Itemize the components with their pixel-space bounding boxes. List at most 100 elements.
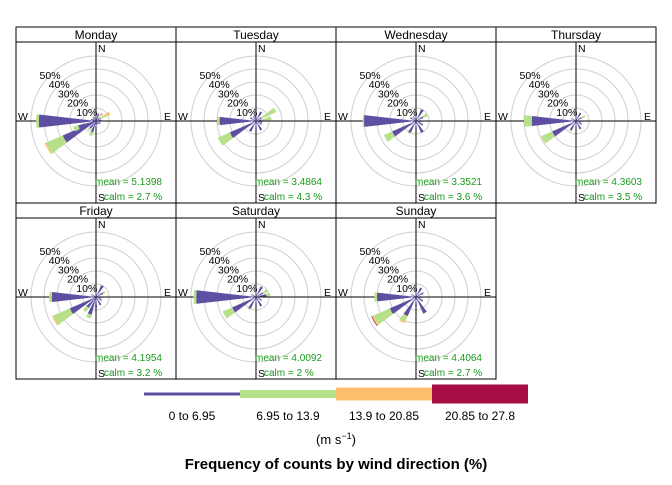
cardinal-west-label: W (18, 287, 28, 299)
cardinal-west-label: W (338, 111, 348, 123)
rose-wedge (89, 121, 96, 129)
rose-wedge (100, 114, 107, 119)
radial-tick-label: 20% (387, 274, 408, 286)
rose-wedge (575, 121, 577, 128)
radial-tick-label: 30% (378, 88, 399, 100)
rose-wedge (256, 121, 262, 125)
calm-annotation: calm = 3.2 % (104, 368, 162, 379)
rose-wedge (410, 117, 416, 121)
rose-wedge (53, 308, 74, 325)
rose-wedge (576, 121, 582, 123)
rose-wedge (414, 297, 418, 307)
panel-title: Tuesday (233, 28, 279, 42)
cardinal-east-label: E (484, 111, 491, 123)
radial-tick-label: 10% (236, 107, 257, 119)
rose-wedge (232, 297, 256, 313)
mean-annotation: mean = 4.1954 (95, 353, 162, 364)
rose-wedge (94, 117, 96, 121)
rose-wedge (383, 131, 396, 142)
panel-title: Thursday (551, 28, 601, 42)
rose-wedge (256, 297, 263, 307)
rose-wedge (94, 297, 98, 308)
calm-annotation: calm = 4.3 % (264, 192, 322, 203)
cardinal-south-label: S (418, 192, 425, 204)
rose-wedge (364, 115, 416, 127)
rose-wedge (256, 119, 262, 121)
rose-wedge (95, 121, 97, 128)
rose-wedge (45, 135, 67, 154)
rose-wedge (256, 121, 263, 131)
radial-tick-label: 40% (369, 79, 390, 91)
legend-unit-text: (m s (316, 432, 342, 447)
mean-annotation: mean = 4.4064 (415, 353, 482, 364)
rose-wedge (36, 114, 40, 128)
panel-title: Friday (79, 204, 112, 218)
calm-annotation: calm = 2 % (264, 368, 314, 379)
rose-wedge (416, 297, 424, 302)
radial-tick-label: 40% (209, 255, 230, 267)
rose-wedge (217, 132, 234, 146)
rose-wedge (415, 113, 417, 121)
rose-wedge (256, 111, 263, 121)
rose-wedge (256, 292, 264, 297)
panel-title: Wednesday (384, 28, 447, 42)
rose-wedge (256, 294, 267, 297)
rose-wedge (90, 118, 96, 121)
rose-wedge (524, 115, 533, 127)
calm-annotation: calm = 3.6 % (424, 192, 482, 203)
cardinal-south-label: S (578, 192, 585, 204)
rose-wedge (541, 136, 546, 144)
mean-annotation: mean = 3.3521 (415, 177, 482, 188)
rose-wedge (91, 293, 96, 297)
rose-wedge (96, 297, 102, 299)
rose-wedge (69, 297, 96, 315)
cardinal-south-label: S (418, 368, 425, 380)
cardinal-north-label: N (418, 43, 426, 55)
rose-wedge (416, 109, 424, 121)
radial-tick-label: 50% (360, 246, 381, 258)
rose-wedge (51, 315, 59, 326)
rose-wedge (408, 121, 416, 133)
radial-tick-label: 20% (67, 98, 88, 110)
mean-annotation: mean = 4.0092 (255, 353, 322, 364)
radial-tick-label: 50% (40, 246, 61, 258)
rose-wedge (416, 287, 423, 297)
rose-wedge (569, 121, 576, 131)
rose-wedge (51, 291, 96, 303)
rose-wedge (415, 290, 417, 297)
cardinal-west-label: W (178, 287, 188, 299)
rose-wedge (95, 290, 97, 297)
rose-wedge (541, 131, 556, 144)
rose-wedge (416, 116, 424, 121)
cardinal-east-label: E (164, 111, 171, 123)
radial-tick-label: 40% (529, 79, 550, 91)
rose-wedge (92, 118, 96, 121)
radial-tick-label: 20% (387, 98, 408, 110)
rose-wedge (96, 121, 99, 125)
rose-wedge (229, 121, 256, 139)
rose-wedge (96, 113, 100, 121)
rose-wedge (260, 116, 272, 121)
rose-wedge (96, 121, 100, 123)
rose-wedge (256, 117, 262, 121)
rose-wedge (49, 291, 53, 303)
calm-annotation: calm = 3.5 % (584, 192, 642, 203)
rose-wedge (416, 297, 422, 299)
radial-tick-label: 10% (76, 283, 97, 295)
rose-wedge (73, 125, 80, 132)
rose-wedge (416, 292, 424, 297)
legend-unit-superscript: −1 (341, 431, 351, 441)
cardinal-south-label: S (258, 368, 265, 380)
legend-swatch (240, 390, 336, 398)
rose-wedge (261, 107, 277, 119)
radial-tick-label: 50% (200, 70, 221, 82)
radial-tick-label: 40% (209, 79, 230, 91)
rose-wedge (416, 121, 424, 126)
